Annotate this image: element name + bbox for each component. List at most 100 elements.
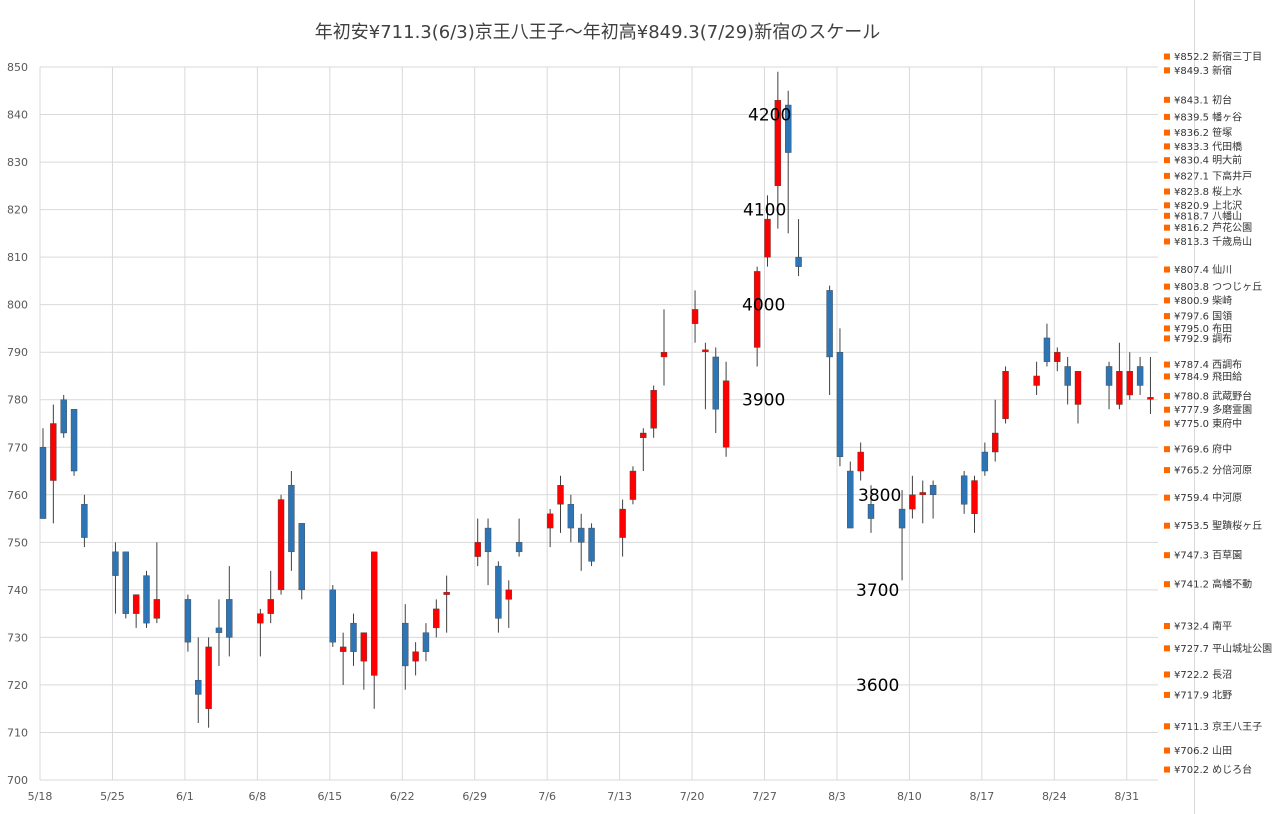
scale-label: ¥827.1 下高井戸 bbox=[1174, 169, 1252, 182]
scale-marker bbox=[1164, 671, 1170, 678]
scale-label: ¥753.5 聖蹟桜ヶ丘 bbox=[1174, 519, 1262, 532]
y-axis: 700 710 720 730 740 750 760 770 780 790 800 810 820 8… bbox=[7, 61, 28, 787]
scale-marker bbox=[1164, 361, 1170, 368]
candle-up bbox=[443, 592, 450, 595]
candle-up bbox=[919, 492, 926, 496]
scale-label: ¥843.1 初台 bbox=[1174, 93, 1232, 106]
scale-label: ¥769.6 府中 bbox=[1174, 443, 1232, 456]
y-tick-label: 810 bbox=[7, 251, 28, 264]
scale-marker bbox=[1164, 96, 1170, 103]
y-tick-label: 760 bbox=[7, 489, 28, 502]
candle-down bbox=[567, 504, 575, 529]
candle-up bbox=[650, 390, 657, 429]
scale-marker bbox=[1164, 224, 1170, 231]
candle-up bbox=[774, 100, 782, 187]
x-tick-label: 8/17 bbox=[969, 790, 994, 803]
candle-down bbox=[795, 256, 802, 267]
candle-down bbox=[329, 589, 336, 643]
scale-label: ¥775.0 東府中 bbox=[1174, 417, 1242, 430]
level-annotation: 4200 bbox=[748, 106, 791, 126]
candle-down bbox=[495, 565, 502, 619]
scale-label: ¥741.2 高幡不動 bbox=[1174, 578, 1252, 591]
candle-down bbox=[122, 551, 130, 614]
candle-up bbox=[132, 594, 140, 614]
candle-down bbox=[1136, 366, 1144, 386]
scale-marker bbox=[1164, 53, 1170, 60]
scale-label: ¥839.5 幡ヶ谷 bbox=[1174, 110, 1242, 123]
candle-down bbox=[298, 523, 305, 591]
scale-label: ¥780.8 武蔵野台 bbox=[1174, 389, 1252, 402]
scale-label: ¥702.2 めじろ台 bbox=[1174, 763, 1252, 776]
candle-up bbox=[153, 599, 161, 619]
scale-label: ¥784.9 飛田給 bbox=[1174, 370, 1242, 383]
scale-label: ¥706.2 山田 bbox=[1174, 745, 1232, 757]
level-annotation: 3900 bbox=[742, 391, 785, 411]
candle-up bbox=[619, 508, 626, 538]
scale-label: ¥800.9 柴崎 bbox=[1174, 294, 1232, 307]
scale-marker bbox=[1164, 67, 1170, 74]
x-tick-label: 6/29 bbox=[462, 790, 487, 803]
candle-up bbox=[629, 470, 637, 500]
candle-up bbox=[257, 613, 264, 624]
level-annotation: 3600 bbox=[856, 676, 899, 696]
candle-down bbox=[785, 104, 792, 153]
candle-up bbox=[557, 485, 564, 505]
chart-area bbox=[1194, 0, 1195, 814]
scale-marker bbox=[1164, 266, 1170, 273]
y-tick-label: 790 bbox=[7, 346, 28, 359]
candle-down bbox=[515, 542, 523, 553]
scale-marker bbox=[1164, 283, 1170, 290]
scale-label: ¥813.3 千歳烏山 bbox=[1174, 235, 1252, 248]
scale-marker bbox=[1164, 325, 1170, 332]
y-tick-label: 850 bbox=[7, 61, 28, 74]
x-axis: 5/18 5/25 6/1 6/8 6/15 6/22 6/29 7/6 7/13 7/20 7/2… bbox=[28, 790, 1139, 803]
scale-marker bbox=[1164, 157, 1170, 164]
candle-up bbox=[857, 451, 864, 472]
scale-marker bbox=[1164, 467, 1170, 474]
scale-label: ¥795.0 布田 bbox=[1174, 323, 1232, 335]
scale-marker bbox=[1164, 420, 1170, 427]
candle-down bbox=[826, 290, 833, 358]
y-tick-label: 820 bbox=[7, 204, 28, 217]
level-annotation: 4000 bbox=[742, 296, 785, 316]
candle-up bbox=[371, 551, 378, 676]
candle-up bbox=[722, 380, 730, 448]
candle-down bbox=[960, 475, 968, 505]
candle-down bbox=[70, 409, 78, 472]
scale-label: ¥816.2 芦花公園 bbox=[1174, 221, 1252, 234]
candle-down bbox=[847, 470, 854, 529]
x-tick-label: 6/8 bbox=[248, 790, 266, 803]
scale-marker bbox=[1164, 723, 1170, 730]
scale-label: ¥717.9 北野 bbox=[1174, 689, 1232, 701]
y-tick-label: 840 bbox=[7, 109, 28, 122]
scale-label: ¥759.4 中河原 bbox=[1174, 491, 1242, 504]
candle-up bbox=[660, 352, 668, 358]
x-tick-label: 8/24 bbox=[1042, 790, 1067, 803]
station-scale: ¥852.2 新宿三丁目¥849.3 新宿 ¥843.1 初台 ¥839.5 幡ヶ谷… bbox=[1164, 50, 1272, 776]
candle-up bbox=[753, 271, 761, 348]
scale-marker bbox=[1164, 335, 1170, 342]
scale-marker bbox=[1164, 129, 1170, 136]
scale-marker bbox=[1164, 552, 1170, 559]
scale-marker bbox=[1164, 766, 1170, 773]
y-tick-label: 780 bbox=[7, 394, 28, 407]
candle-up bbox=[640, 432, 647, 438]
candle-up bbox=[267, 599, 274, 614]
chart-title: 年初安¥711.3(6/3)京王八王子～年初高¥849.3(7/29)新宿のスケ… bbox=[314, 22, 881, 43]
scale-label: ¥836.2 笹塚 bbox=[1174, 126, 1232, 139]
x-tick-label: 7/6 bbox=[538, 790, 556, 803]
candle-up bbox=[433, 608, 440, 629]
candle-down bbox=[1064, 366, 1071, 386]
candle-up bbox=[764, 218, 771, 258]
x-tick-label: 6/1 bbox=[176, 790, 194, 803]
scale-marker bbox=[1164, 645, 1170, 652]
candle-up bbox=[205, 646, 212, 709]
candle-up bbox=[1033, 375, 1040, 386]
candles bbox=[39, 71, 1154, 728]
scale-label: ¥711.3 京王八王子 bbox=[1174, 720, 1262, 733]
candle-up bbox=[702, 349, 709, 353]
candle-down bbox=[898, 508, 906, 529]
scale-label: ¥787.4 西調布 bbox=[1174, 358, 1242, 371]
candle-up bbox=[360, 632, 368, 662]
candle-up bbox=[1147, 397, 1154, 400]
